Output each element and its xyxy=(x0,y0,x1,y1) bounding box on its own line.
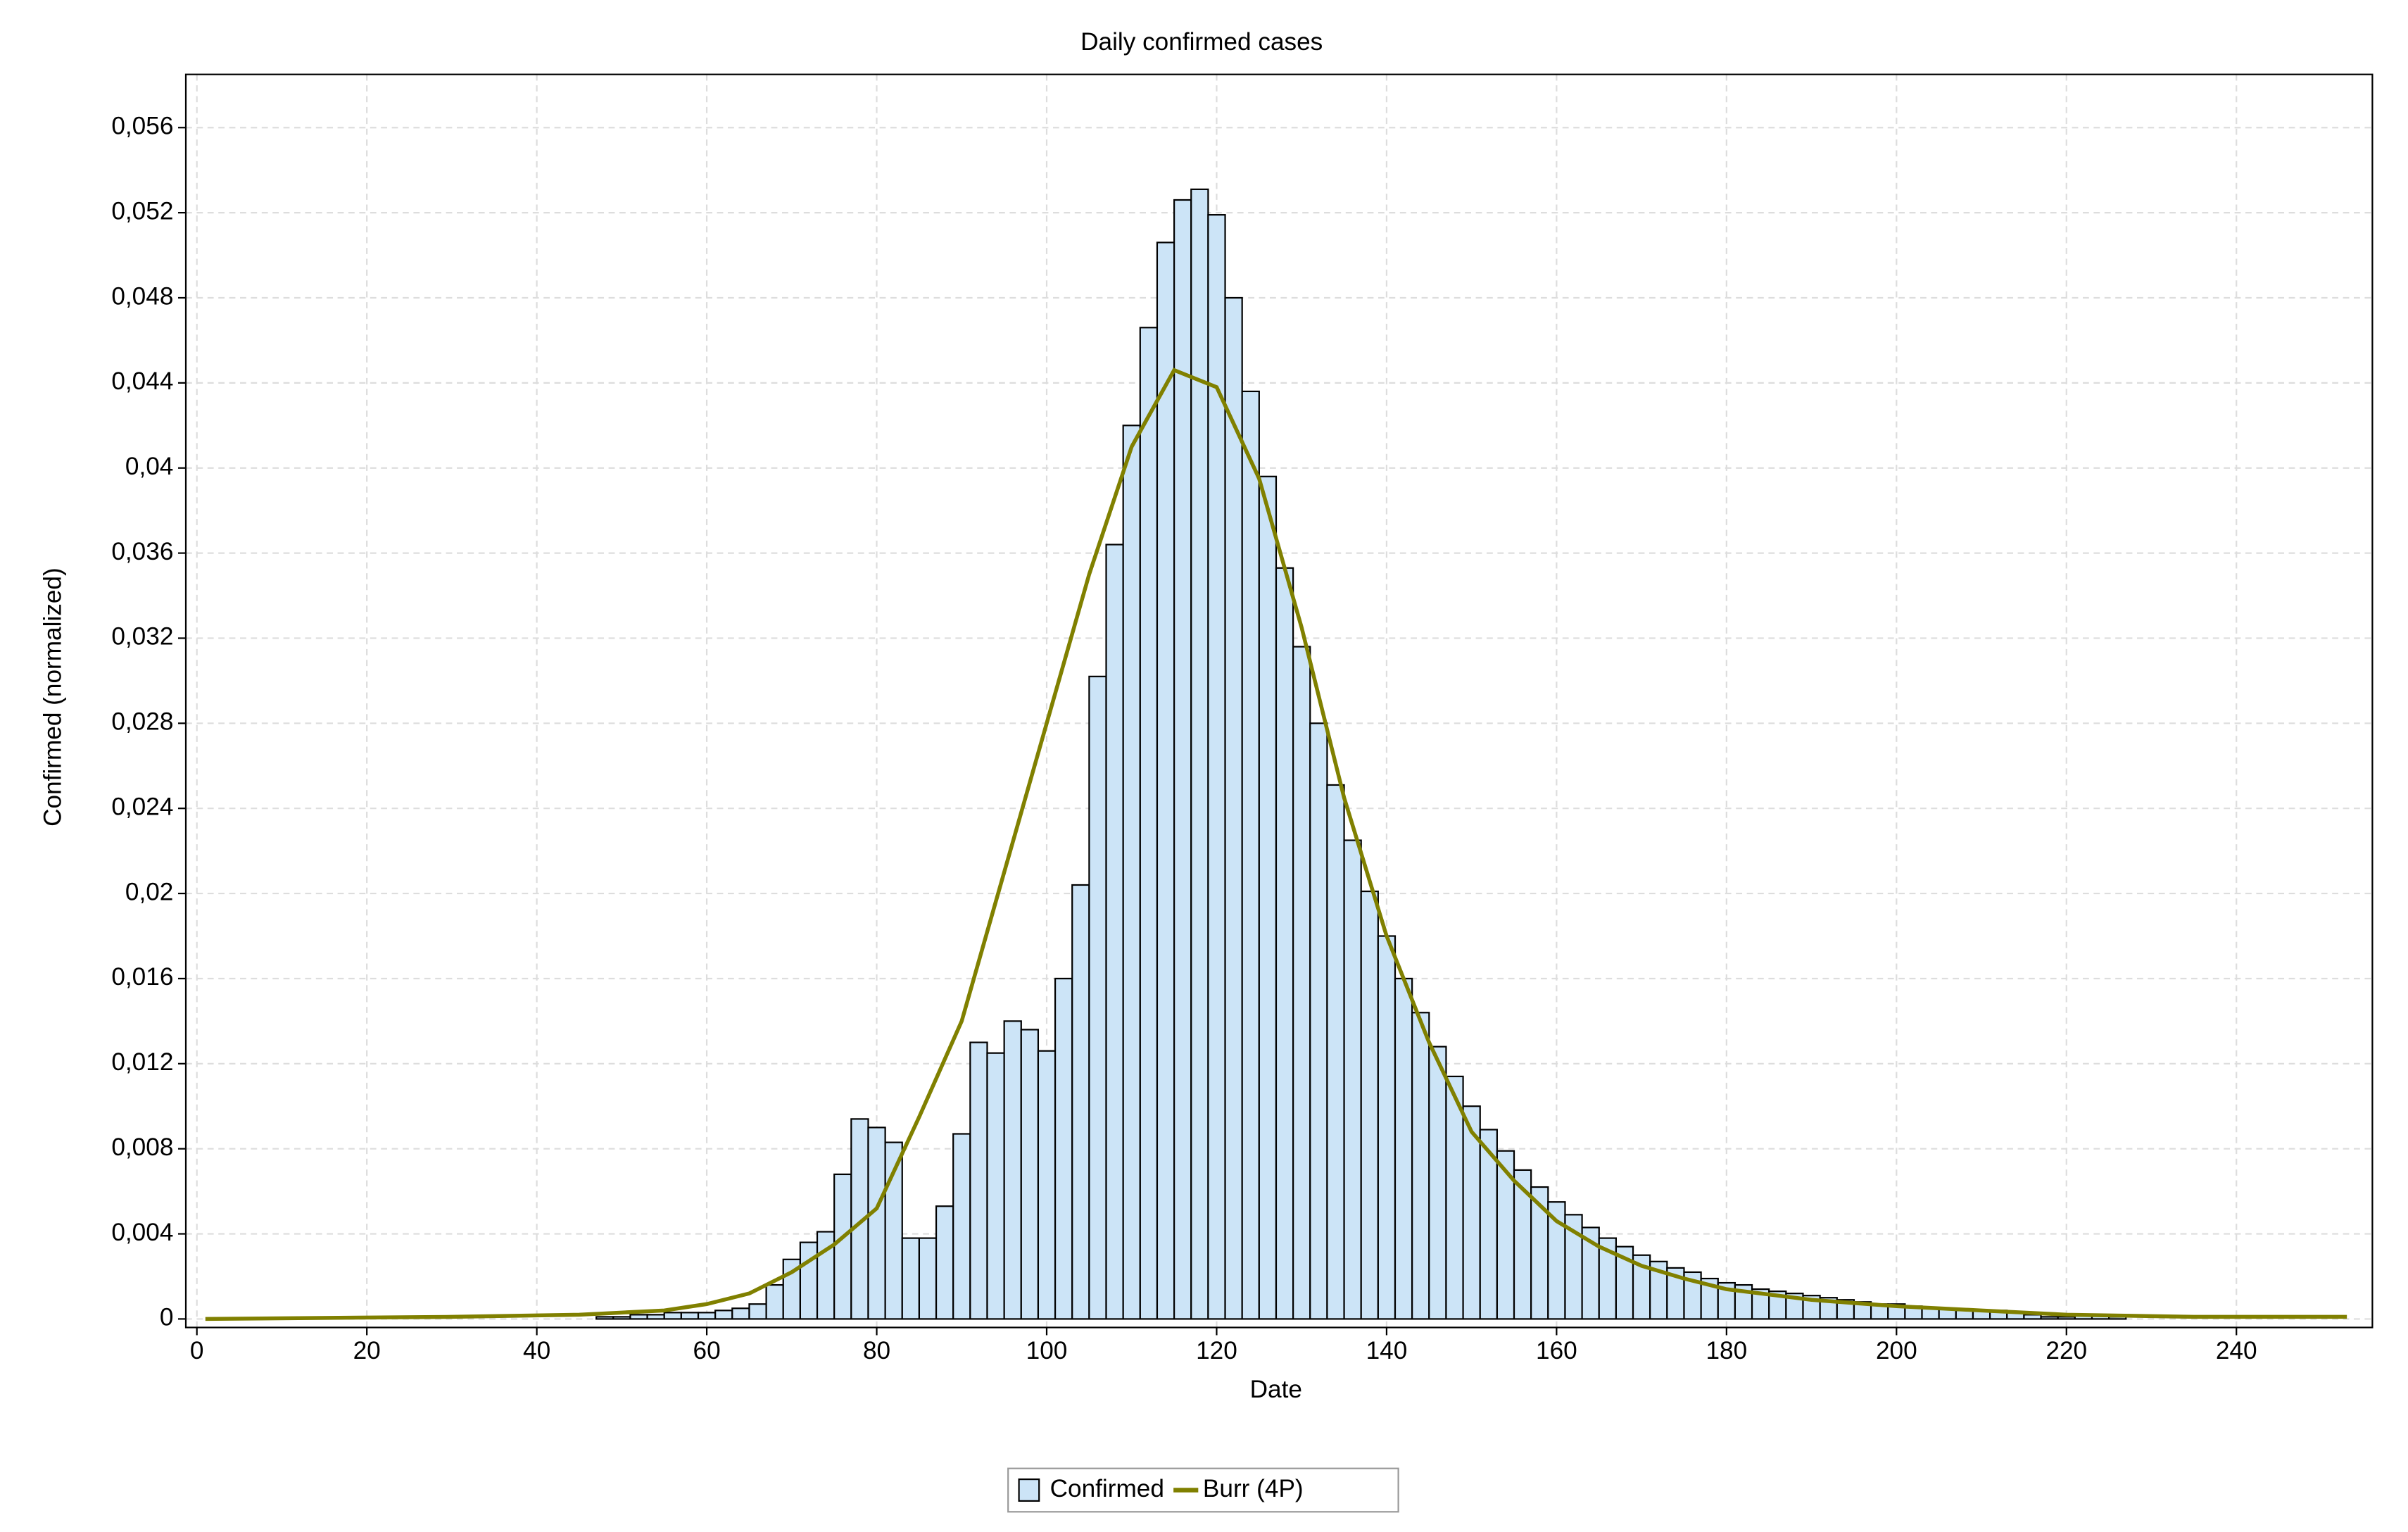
histogram-bar xyxy=(1377,935,1397,1320)
histogram-bar xyxy=(680,1312,700,1320)
x-tick-label: 60 xyxy=(693,1337,721,1364)
chart-title: Daily confirmed cases xyxy=(1080,28,1323,56)
y-tick-label: 0,04 xyxy=(125,453,173,480)
y-axis-label: Confirmed (normalized) xyxy=(39,567,66,827)
histogram-bar xyxy=(663,1312,682,1320)
histogram-bar xyxy=(969,1041,988,1320)
histogram-bar xyxy=(1394,977,1413,1320)
histogram-bar xyxy=(1037,1050,1057,1320)
histogram-bar xyxy=(1122,425,1141,1320)
histogram-bar xyxy=(1054,977,1073,1320)
histogram-bar xyxy=(1309,722,1328,1320)
y-tick-label: 0,056 xyxy=(111,113,173,140)
histogram-bar xyxy=(1156,241,1175,1320)
histogram-bar xyxy=(816,1231,836,1320)
x-axis-label: Date xyxy=(1250,1376,1302,1403)
fit-line xyxy=(205,368,2347,1321)
x-tick-label: 240 xyxy=(2216,1337,2257,1364)
histogram-bar xyxy=(1343,839,1362,1320)
histogram-bar xyxy=(1071,884,1090,1320)
histogram-bar xyxy=(595,1316,614,1320)
histogram-bar xyxy=(1258,475,1278,1320)
y-tick-label: 0,016 xyxy=(111,963,173,991)
y-tick-label: 0,02 xyxy=(125,878,173,905)
histogram-bar xyxy=(986,1052,1005,1320)
histogram-bar xyxy=(1020,1029,1040,1320)
histogram-bar xyxy=(1207,214,1226,1320)
legend-label: Burr (4P) xyxy=(1203,1475,1304,1502)
y-tick-label: 0,048 xyxy=(111,282,173,310)
histogram-bar xyxy=(748,1303,767,1320)
histogram-bar xyxy=(952,1133,971,1320)
histogram-bar xyxy=(799,1241,819,1320)
histogram-bar xyxy=(612,1316,631,1320)
histogram-bar xyxy=(2040,1316,2059,1320)
x-tick-label: 40 xyxy=(523,1337,550,1364)
histogram-bar xyxy=(1105,544,1124,1320)
y-tick-label: 0,008 xyxy=(111,1134,173,1161)
histogram-bar xyxy=(1088,675,1107,1320)
histogram-bar xyxy=(2057,1316,2076,1320)
histogram-bar xyxy=(1003,1020,1022,1320)
y-tick-label: 0,036 xyxy=(111,538,173,565)
y-tick-label: 0,004 xyxy=(111,1219,173,1246)
histogram-bar xyxy=(714,1310,733,1320)
histogram-bar xyxy=(765,1283,784,1320)
histogram-bar xyxy=(1411,1012,1430,1320)
x-tick-label: 100 xyxy=(1026,1337,1068,1364)
axes: 0 0,004 0,008 0,012 0,016 0,02 0,024 0,028 0,032… xyxy=(111,73,2374,1364)
histogram-bar xyxy=(629,1314,648,1320)
y-tick-label: 0,052 xyxy=(111,197,173,225)
histogram-bar xyxy=(867,1126,886,1320)
x-tick-label: 220 xyxy=(2045,1337,2087,1364)
x-tick-label: 160 xyxy=(1536,1337,1577,1364)
histogram-bar xyxy=(1139,327,1159,1320)
histogram-bar xyxy=(935,1205,954,1320)
histogram-bar xyxy=(1292,646,1311,1320)
x-tick-label: 140 xyxy=(1366,1337,1408,1364)
legend-label: Confirmed xyxy=(1050,1475,1164,1502)
histogram-bar xyxy=(833,1173,852,1320)
histogram-bar xyxy=(1190,188,1209,1320)
histogram-bar xyxy=(1224,296,1243,1320)
x-tick-label: 20 xyxy=(353,1337,381,1364)
y-tick-label: 0,032 xyxy=(111,623,173,651)
legend: Confirmed Burr (4P) xyxy=(1007,1467,1399,1513)
x-tick-label: 200 xyxy=(1876,1337,1917,1364)
y-tick-label: 0,044 xyxy=(111,368,173,395)
histogram-bar xyxy=(901,1237,921,1320)
plot-frame xyxy=(184,73,2374,1329)
histogram-bar xyxy=(1462,1105,1481,1320)
histogram-bar xyxy=(884,1141,903,1320)
legend-swatch xyxy=(1018,1478,1040,1502)
legend-box xyxy=(1007,1467,1399,1513)
x-tick-label: 180 xyxy=(1706,1337,1747,1364)
histogram-bar xyxy=(1445,1075,1464,1320)
x-tick-label: 80 xyxy=(863,1337,890,1364)
x-tick-label: 120 xyxy=(1196,1337,1237,1364)
plot-data xyxy=(205,188,2347,1321)
histogram-bar xyxy=(1241,390,1260,1320)
y-tick-label: 0 xyxy=(160,1304,174,1331)
histogram-bar xyxy=(646,1314,665,1320)
y-tick-label: 0,024 xyxy=(111,793,173,820)
histogram-bar xyxy=(1360,890,1379,1320)
histogram-bar xyxy=(731,1307,750,1320)
histogram-bar xyxy=(1173,199,1192,1320)
y-tick-label: 0,012 xyxy=(111,1048,173,1076)
histogram-bar xyxy=(1428,1046,1447,1320)
x-tick-label: 0 xyxy=(190,1337,204,1364)
histogram-bar xyxy=(1326,784,1345,1320)
histogram-bar xyxy=(1275,567,1294,1320)
histogram-bar xyxy=(2023,1314,2042,1320)
histogram-bar xyxy=(918,1237,938,1320)
y-tick-label: 0,028 xyxy=(111,708,173,736)
histogram-bar xyxy=(697,1312,717,1320)
